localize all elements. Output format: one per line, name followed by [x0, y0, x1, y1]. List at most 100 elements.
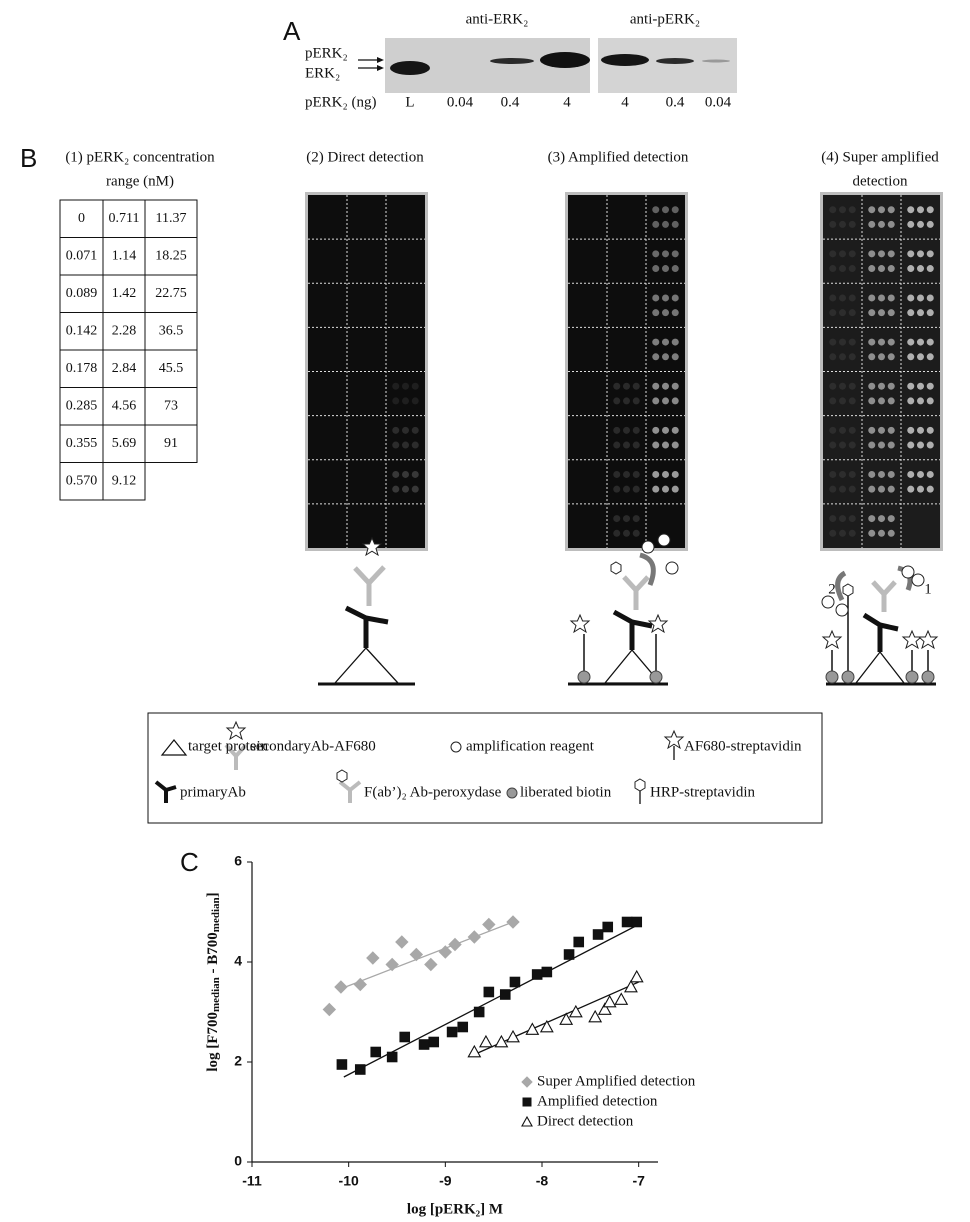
- array-spot: [917, 294, 924, 302]
- panel-title: (1) pERK₂ concentration: [65, 149, 215, 165]
- array-spot: [671, 294, 679, 302]
- array-spot: [848, 294, 856, 302]
- array-spot: [829, 441, 837, 449]
- point: [506, 915, 520, 929]
- array-spot: [887, 206, 895, 214]
- fluorophore: [822, 630, 842, 649]
- y-axis-label: log [F700median - B700median]: [205, 892, 222, 1071]
- array-spot: [868, 338, 876, 346]
- panel-title: range (nM): [106, 173, 174, 189]
- point: [539, 1019, 554, 1033]
- point: [563, 949, 575, 960]
- blot-title: anti-ERK₂: [466, 11, 529, 27]
- fluorophore: [902, 630, 922, 649]
- band: [540, 52, 590, 68]
- array-spot: [829, 397, 837, 405]
- array-spot: [839, 265, 846, 273]
- array-spot: [652, 470, 660, 478]
- lane-label: 0.04: [705, 94, 732, 110]
- array-spot: [887, 529, 895, 537]
- legend-icon: [336, 769, 348, 783]
- array-spot: [907, 338, 915, 346]
- arrow-head: [377, 65, 384, 71]
- point: [399, 1031, 411, 1043]
- array-spot: [917, 485, 924, 493]
- primary-ab: [631, 619, 653, 629]
- secondary-ab: [353, 566, 372, 606]
- array-spot: [392, 397, 400, 405]
- array-spot: [392, 485, 400, 493]
- array-spot: [926, 265, 934, 273]
- y-label-subscript: median: [210, 897, 222, 932]
- legend-text: secondaryAb-AF680: [250, 738, 376, 754]
- table-text: 0.285: [66, 398, 98, 413]
- array-spot: [868, 265, 876, 273]
- array-spot: [623, 485, 630, 493]
- array-spot: [907, 485, 915, 493]
- y-label-text: log [F700: [205, 1012, 221, 1072]
- array-spot: [848, 206, 856, 214]
- legend-box: [147, 712, 823, 824]
- point: [621, 916, 633, 928]
- point: [428, 1036, 440, 1048]
- array-spot: [848, 397, 856, 405]
- array-spot: [671, 265, 679, 273]
- array-spot: [839, 250, 846, 258]
- legend-label: Super Amplified detection: [537, 1073, 696, 1089]
- array-spot: [926, 220, 934, 228]
- array-spot: [839, 220, 846, 228]
- array-spot: [868, 397, 876, 405]
- panel-label: A: [283, 16, 301, 46]
- array-spot: [887, 294, 895, 302]
- table-text: 0.570: [66, 473, 98, 488]
- x-tick-label: -11: [242, 1173, 262, 1189]
- array-spot: [652, 250, 660, 258]
- legend-label: Amplified detection: [537, 1093, 658, 1109]
- biotin: [841, 670, 855, 684]
- legend-icon: [165, 785, 177, 792]
- y-tick-label: 6: [234, 853, 242, 869]
- legend-icon: [664, 730, 684, 749]
- array-spot: [878, 529, 885, 537]
- array-spot: [868, 441, 876, 449]
- blot-title: anti-pERK₂: [630, 11, 700, 27]
- array-spot: [662, 250, 669, 258]
- band: [601, 54, 649, 66]
- array-spot: [926, 485, 934, 493]
- array-spot: [848, 426, 856, 434]
- array-spot: [926, 441, 934, 449]
- table-text: 1.14: [112, 248, 137, 263]
- arrays: [305, 192, 943, 551]
- array-spot: [411, 426, 419, 434]
- array-spot: [868, 220, 876, 228]
- array-spot: [411, 470, 419, 478]
- array-spot: [652, 294, 660, 302]
- array-spot: [868, 426, 876, 434]
- array-spot: [868, 515, 876, 523]
- array-spot: [887, 250, 895, 258]
- array-spot: [662, 338, 669, 346]
- array-spot: [917, 206, 924, 214]
- y-tick-label: 0: [234, 1153, 242, 1169]
- array-spot: [613, 515, 621, 523]
- array-spot: [829, 309, 837, 317]
- array-spot: [878, 382, 885, 390]
- primary-ab: [365, 615, 389, 625]
- point: [385, 957, 399, 972]
- array-spot: [671, 206, 679, 214]
- array-spot: [878, 353, 885, 361]
- point: [473, 1006, 485, 1018]
- legend-text: AF680-streptavidin: [684, 738, 802, 754]
- array-spot: [652, 485, 660, 493]
- table-text: 0.071: [66, 248, 98, 263]
- lane-title: pERK₂ (ng): [305, 94, 376, 110]
- y-label-text: - B700: [205, 932, 221, 977]
- band: [490, 58, 534, 64]
- array-spot: [613, 441, 621, 449]
- array-spot: [411, 397, 419, 405]
- array-spot: [662, 353, 669, 361]
- fab-ab: [622, 575, 639, 610]
- reagent: [665, 561, 679, 575]
- array-spot: [839, 309, 846, 317]
